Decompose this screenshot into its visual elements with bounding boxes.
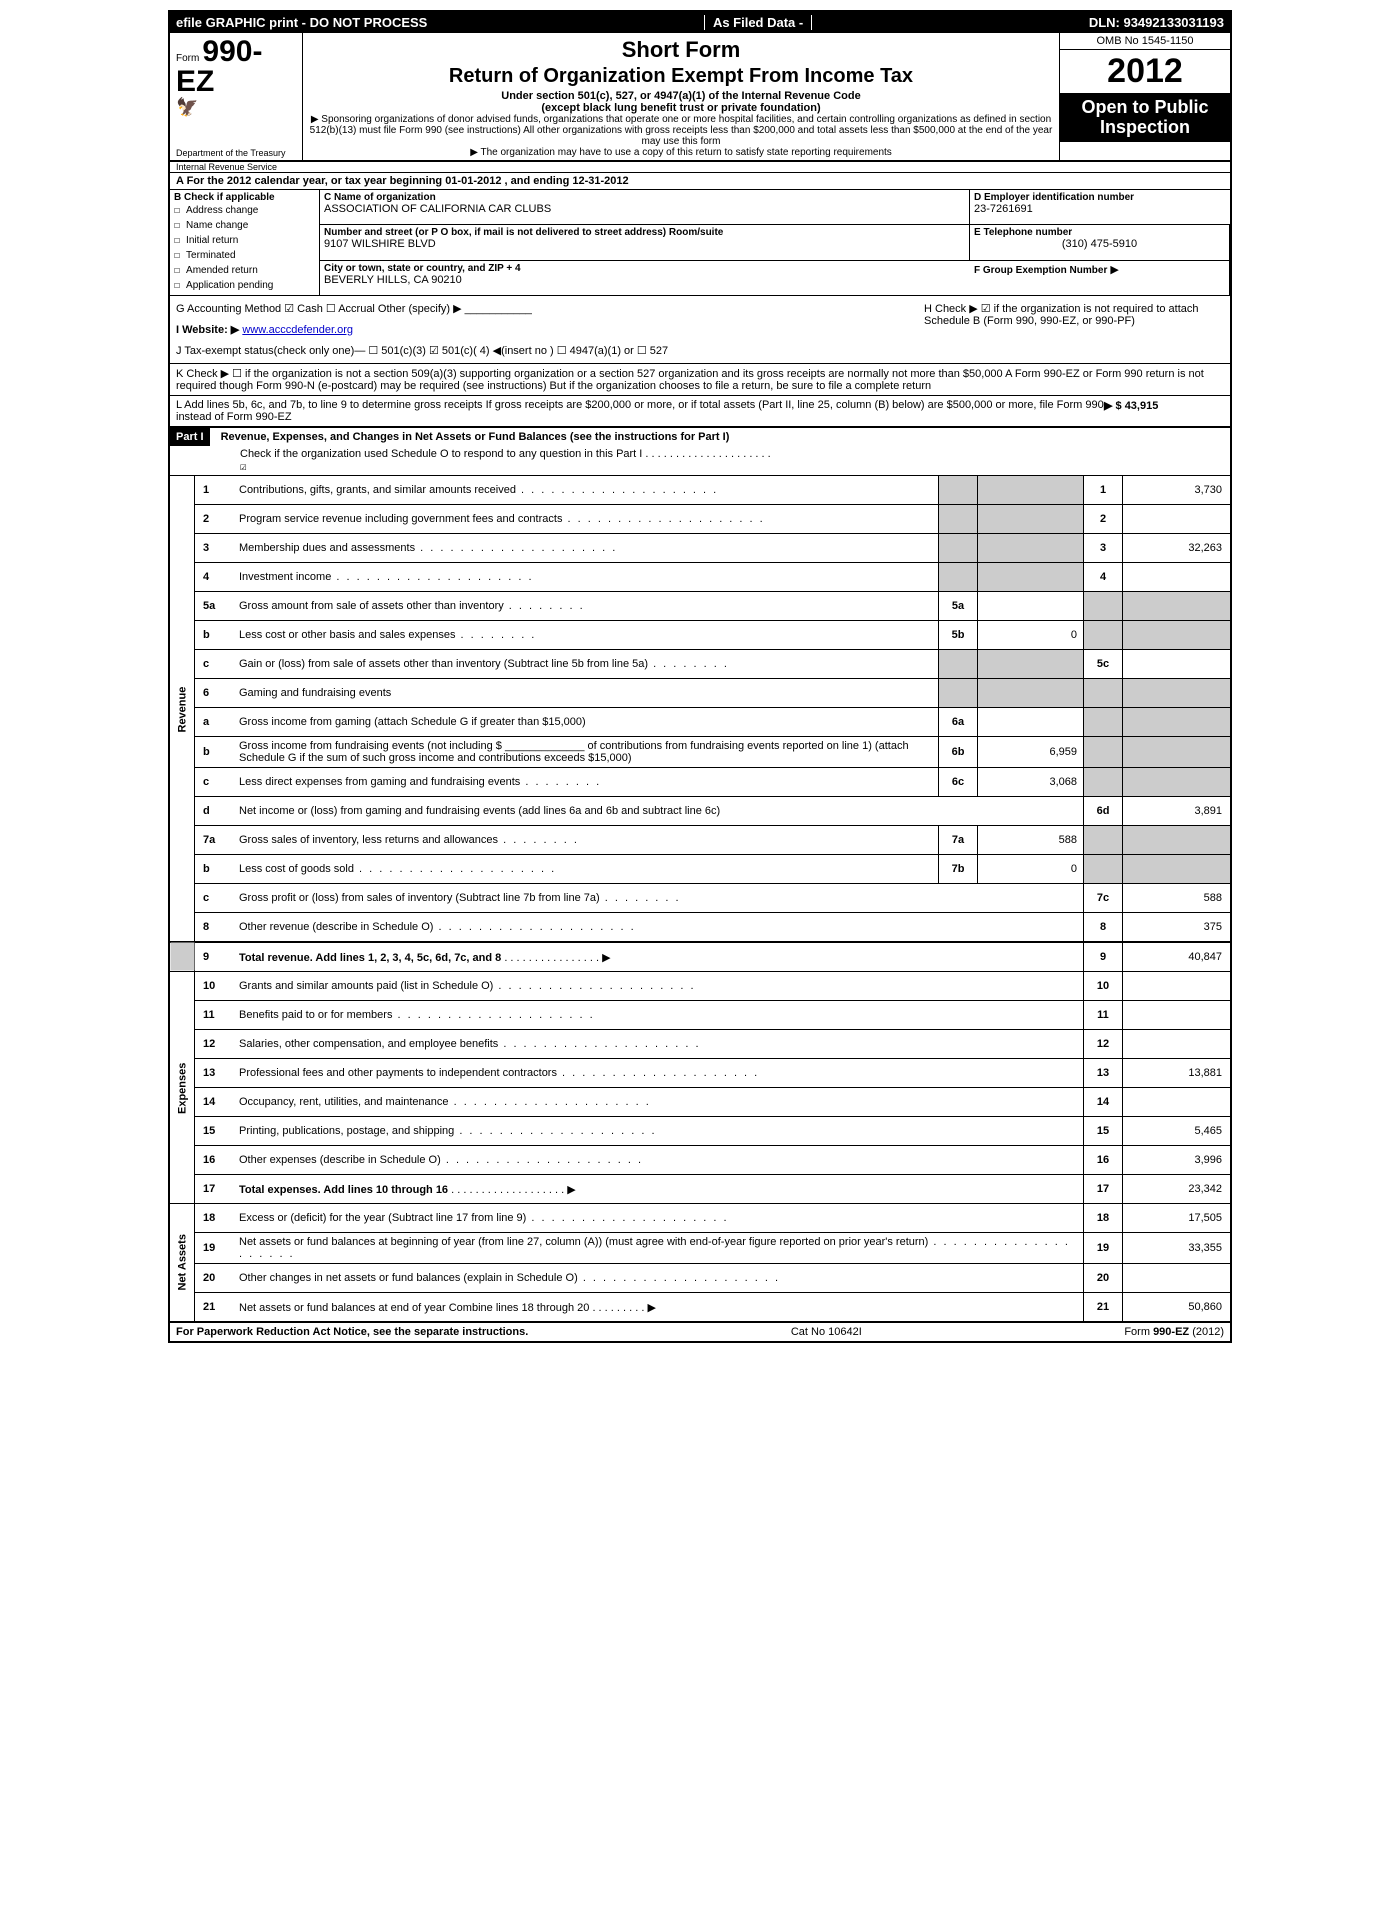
info-grid: B Check if applicable Address change Nam… xyxy=(170,189,1230,295)
form-footer: Form 990-EZ (2012) xyxy=(1124,1326,1224,1338)
except: (except black lung benefit trust or priv… xyxy=(309,102,1053,114)
subtitle: Under section 501(c), 527, or 4947(a)(1)… xyxy=(309,90,1053,102)
right-cell: OMB No 1545-1150 2012 Open to Public Ins… xyxy=(1059,33,1230,160)
as-filed: As Filed Data - xyxy=(704,15,812,30)
dln: DLN: 93492133031193 xyxy=(1089,15,1224,30)
short-form: Short Form xyxy=(309,37,1053,63)
section-c-street: Number and street (or P O box, if mail i… xyxy=(320,224,970,259)
section-k: K Check ▶ ☐ if the organization is not a… xyxy=(170,363,1230,395)
section-h: H Check ▶ ☑ if the organization is not r… xyxy=(918,296,1230,363)
section-c-city: City or town, state or country, and ZIP … xyxy=(320,260,970,295)
lines-table: Revenue 1Contributions, gifts, grants, a… xyxy=(170,475,1230,1321)
main-title: Return of Organization Exempt From Incom… xyxy=(309,65,1053,88)
section-a: A For the 2012 calendar year, or tax yea… xyxy=(170,172,1230,189)
copy-text: ▶ The organization may have to use a cop… xyxy=(309,147,1053,158)
open-inspection: Open to Public Inspection xyxy=(1060,94,1230,142)
side-expenses: Expenses xyxy=(170,972,195,1204)
cat-no: Cat No 10642I xyxy=(791,1326,862,1338)
title-cell: Short Form Return of Organization Exempt… xyxy=(303,33,1059,160)
efile-notice: efile GRAPHIC print - DO NOT PROCESS xyxy=(176,15,427,30)
irs-line: Internal Revenue Service xyxy=(170,161,1230,172)
section-b: B Check if applicable Address change Nam… xyxy=(170,189,320,295)
paperwork-notice: For Paperwork Reduction Act Notice, see … xyxy=(176,1326,528,1338)
top-bar: efile GRAPHIC print - DO NOT PROCESS As … xyxy=(170,12,1230,33)
omb: OMB No 1545-1150 xyxy=(1060,33,1230,50)
part-1-header: Part I Revenue, Expenses, and Changes in… xyxy=(170,426,1230,475)
dept: Department of the Treasury xyxy=(176,148,286,158)
form-cell: Form 990-EZ 🦅 Department of the Treasury xyxy=(170,33,303,160)
footer: For Paperwork Reduction Act Notice, see … xyxy=(170,1321,1230,1341)
checkbox-list: Address change Name change Initial retur… xyxy=(174,203,315,293)
sponsor-text: ▶ Sponsoring organizations of donor advi… xyxy=(309,114,1053,147)
tax-year: 2012 xyxy=(1060,50,1230,94)
form-page: efile GRAPHIC print - DO NOT PROCESS As … xyxy=(168,10,1232,1343)
section-l: L Add lines 5b, 6c, and 7b, to line 9 to… xyxy=(170,395,1230,426)
section-i: I Website: ▶ www.acccdefender.org xyxy=(176,323,912,336)
side-netassets: Net Assets xyxy=(170,1204,195,1322)
side-revenue: Revenue xyxy=(170,476,195,943)
header-row: Form 990-EZ 🦅 Department of the Treasury… xyxy=(170,33,1230,161)
website-link[interactable]: www.acccdefender.org xyxy=(242,324,353,336)
section-d: D Employer identification number 23-7261… xyxy=(970,189,1230,224)
section-c-name: C Name of organization ASSOCIATION OF CA… xyxy=(320,189,970,224)
section-j: J Tax-exempt status(check only one)— ☐ 5… xyxy=(176,344,912,357)
section-e: E Telephone number (310) 475-5910 xyxy=(970,224,1230,259)
section-g: G Accounting Method ☑ Cash ☐ Accrual Oth… xyxy=(170,296,918,363)
section-f: F Group Exemption Number ▶ xyxy=(970,260,1230,295)
form-prefix: Form xyxy=(176,53,199,64)
form-number: 990-EZ xyxy=(176,35,262,98)
